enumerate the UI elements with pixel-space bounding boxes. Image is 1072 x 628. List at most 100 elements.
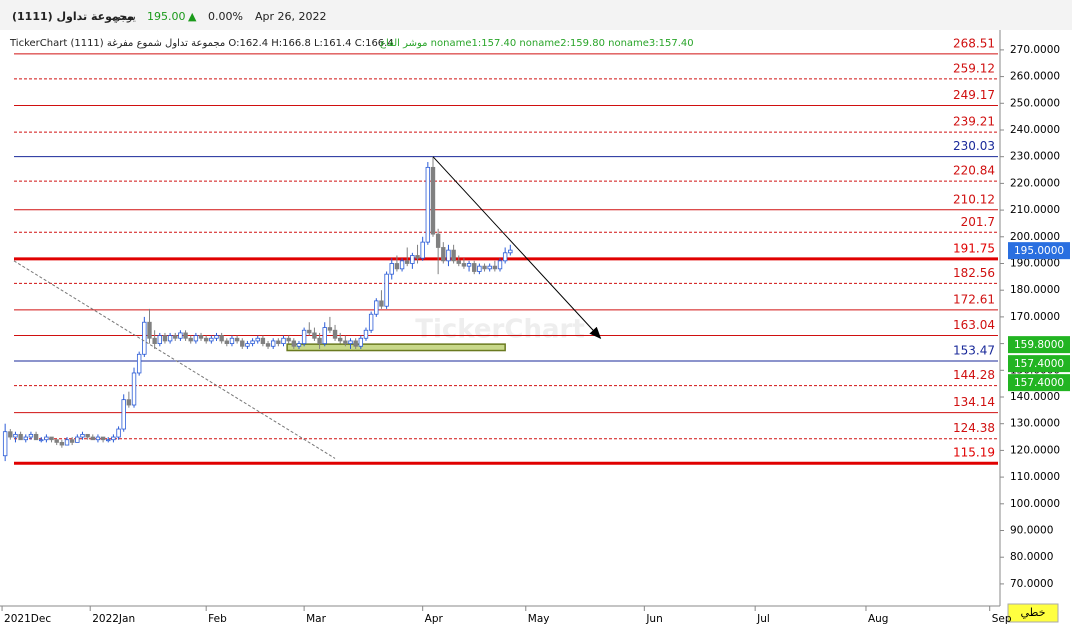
candle-body	[317, 337, 322, 344]
candle-body	[358, 337, 364, 347]
top-bar	[0, 0, 1072, 30]
candle-body	[59, 441, 65, 446]
candle-body	[95, 436, 101, 441]
candle-body	[229, 337, 235, 344]
candle-body	[136, 353, 142, 374]
y-tick-label: 180.0000	[1010, 284, 1060, 296]
candle-body	[240, 340, 245, 347]
x-tick-label: Apr	[425, 613, 444, 625]
candle-body	[348, 340, 353, 344]
x-tick-label: Feb	[208, 613, 227, 625]
candle-body	[296, 343, 302, 347]
y-tick-label: 70.0000	[1010, 578, 1053, 590]
level-label: 163.04	[953, 318, 995, 332]
y-tick-label: 230.0000	[1010, 151, 1060, 163]
candle-body	[28, 433, 34, 438]
style-button[interactable]	[1007, 603, 1059, 623]
candle-body	[399, 260, 405, 270]
candle-body	[451, 249, 456, 262]
candle-body	[472, 263, 477, 272]
candle-body	[152, 337, 157, 344]
y-tick-label: 250.0000	[1010, 97, 1060, 109]
candle-body	[188, 337, 193, 342]
y-tick-label: 270.0000	[1010, 44, 1060, 56]
level-label: 182.56	[953, 266, 995, 280]
x-tick-label: Jul	[756, 613, 770, 625]
candle-body	[276, 340, 281, 344]
symbol: مجموعة تداول (1111)	[12, 10, 134, 23]
candle-body	[502, 252, 508, 262]
candle-body	[286, 337, 291, 342]
indicator-info: موشر القاع noname1:157.40 noname2:159.80…	[380, 38, 694, 49]
level-label: 153.47	[953, 344, 995, 358]
candle-body	[270, 340, 276, 347]
level-label: 115.19	[953, 446, 995, 460]
candle-body	[322, 327, 327, 344]
level-label: 220.84	[953, 164, 995, 178]
y-tick-label: 190.0000	[1010, 257, 1060, 269]
level-label: 230.03	[953, 139, 995, 153]
candle-body	[410, 255, 415, 264]
candle-body	[363, 329, 369, 339]
candle-body	[255, 337, 260, 342]
candle-body	[193, 335, 199, 342]
candle-body	[173, 335, 178, 339]
candle-body	[126, 399, 132, 406]
candle-body	[420, 241, 425, 259]
date: Apr 26, 2022	[255, 10, 327, 23]
candle-body	[167, 335, 173, 342]
candle-body	[492, 265, 498, 270]
candle-body	[8, 431, 13, 438]
candle-body	[116, 428, 121, 438]
candle-body	[13, 433, 18, 438]
x-tick-label: May	[528, 613, 550, 625]
candle-body	[157, 335, 162, 344]
candle-body	[508, 249, 513, 254]
candle-body	[477, 265, 482, 272]
level-label: 134.14	[953, 395, 995, 409]
candle-body	[456, 260, 461, 264]
y-tick-label: 130.0000	[1010, 418, 1060, 430]
level-label: 124.38	[953, 421, 995, 435]
candle-body	[121, 399, 126, 430]
candle-body	[441, 247, 446, 262]
x-tick-label: Aug	[868, 613, 889, 625]
zone	[286, 343, 506, 352]
candle-body	[368, 313, 374, 331]
y-tick-label: 110.0000	[1010, 471, 1060, 483]
price-badge	[1008, 374, 1070, 392]
candle-body	[327, 327, 333, 331]
candle-body	[224, 340, 230, 344]
level-label: 191.75	[953, 241, 995, 255]
candle-body	[219, 335, 224, 342]
style-button-label[interactable]: خطي	[1021, 606, 1046, 619]
candle-body	[405, 260, 410, 264]
price-badge	[1008, 242, 1070, 260]
candle-body	[265, 343, 271, 347]
candle-body	[461, 263, 467, 267]
x-tick-label: 2021Dec	[4, 613, 51, 625]
candle-body	[214, 335, 219, 339]
candle-body	[178, 332, 183, 339]
candle-body	[162, 335, 168, 342]
candle-body	[394, 263, 400, 270]
candle-body	[49, 436, 54, 441]
level-label: 201.7	[961, 215, 995, 229]
candle-body	[301, 329, 307, 344]
price-badge	[1008, 336, 1070, 354]
candle-body	[312, 332, 317, 339]
level-label: 268.51	[953, 36, 995, 50]
ohlc-info: TickerChart مجموعة تداول شموع مفرغة (111…	[9, 38, 394, 49]
level-label: 144.28	[953, 368, 995, 382]
price: 195.00	[147, 10, 186, 23]
candle-body	[100, 436, 106, 441]
change-arrow: ▲	[188, 10, 197, 23]
candle-body	[183, 332, 188, 339]
candle-body	[260, 337, 266, 344]
candle-body	[54, 439, 59, 443]
y-tick-label: 100.0000	[1010, 498, 1060, 510]
candle-body	[497, 260, 503, 270]
candle-body	[353, 340, 358, 347]
candle-body	[374, 300, 379, 315]
